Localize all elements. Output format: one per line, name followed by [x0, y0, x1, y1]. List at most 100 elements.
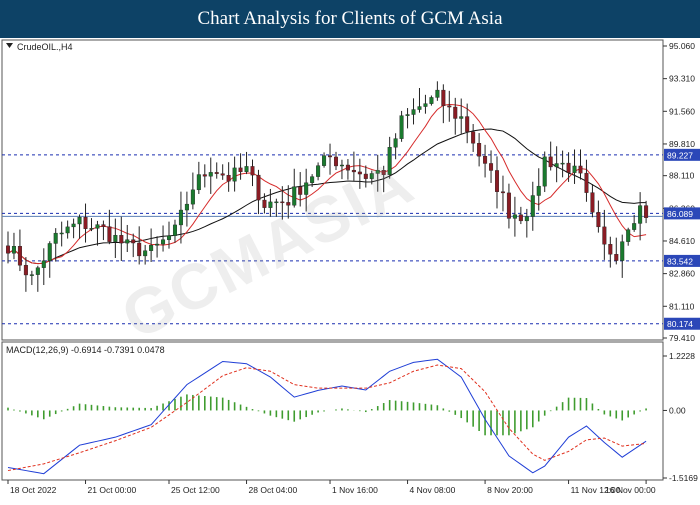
- candle-body: [131, 239, 136, 244]
- candle-body: [17, 246, 22, 266]
- candle-body: [596, 212, 601, 228]
- time-tick-label: 18 Oct 2022: [10, 485, 57, 495]
- time-tick-label: 16 Nov 00:00: [605, 485, 656, 495]
- candle-body: [483, 156, 488, 164]
- slow-moving-average-line: [7, 128, 647, 265]
- price-tick-label: 89.810: [669, 139, 695, 149]
- price-tick-label: 93.310: [669, 74, 695, 84]
- price-tick-label: 82.860: [669, 269, 695, 279]
- candle-body: [506, 192, 511, 219]
- macd-lines: [7, 358, 647, 475]
- level-label: 86.089: [667, 209, 693, 219]
- candle-body: [190, 189, 195, 205]
- candle-body: [554, 163, 559, 168]
- candle-body: [387, 147, 392, 175]
- candle-body: [405, 114, 410, 116]
- candle-body: [262, 199, 267, 208]
- support-resistance-levels: 89.227 86.089 83.542 80.174: [2, 148, 700, 330]
- candlesticks: [5, 81, 649, 292]
- candle-body: [172, 224, 177, 236]
- level-label: 83.542: [667, 256, 693, 266]
- level-label-box: [664, 207, 700, 220]
- candle-body: [447, 105, 452, 108]
- macd-label: MACD(12,26,9) -0.6914 -0.7391 0.0478: [6, 345, 165, 355]
- candle-body: [465, 116, 470, 132]
- candle-body: [310, 176, 315, 183]
- chart-title: Chart Analysis for Clients of GCM Asia: [197, 8, 503, 29]
- time-tick-label: 11 Nov 12:00: [571, 485, 621, 495]
- candle-body: [441, 89, 446, 106]
- candle-body: [578, 165, 583, 174]
- candle-body: [548, 156, 553, 168]
- candle-body: [107, 226, 112, 242]
- candle-body: [632, 223, 637, 230]
- candle-body: [614, 254, 619, 261]
- candle-body: [572, 165, 577, 173]
- candle-body: [584, 172, 589, 193]
- candle-body: [232, 167, 237, 182]
- candle-body: [65, 226, 70, 234]
- candle-body: [429, 97, 434, 104]
- candle-body: [328, 155, 333, 158]
- candle-body: [542, 156, 547, 187]
- candle-body: [71, 223, 76, 228]
- symbol-label: CrudeOIL.,H4: [17, 42, 73, 52]
- level-label: 89.227: [667, 150, 693, 160]
- candle-body: [453, 106, 458, 119]
- candle-body: [351, 169, 356, 173]
- candle-body: [512, 214, 517, 219]
- candle-body: [333, 156, 338, 167]
- macd-signal-line: [7, 364, 647, 472]
- candle-body: [41, 260, 46, 268]
- time-tick-label: 4 Nov 08:00: [410, 485, 456, 495]
- candle-body: [638, 205, 643, 224]
- candle-body: [280, 201, 285, 204]
- chart-frame: 95.06093.31091.56089.81088.11086.36084.6…: [0, 38, 700, 500]
- candle-body: [149, 245, 154, 251]
- candle-body: [423, 103, 428, 107]
- macd-tick-label: 1.2228: [669, 351, 695, 361]
- time-tick-label: 1 Nov 16:00: [332, 485, 378, 495]
- candle-body: [644, 205, 649, 218]
- candle-body: [626, 229, 631, 242]
- candle-body: [304, 182, 309, 195]
- chart-title-banner: Chart Analysis for Clients of GCM Asia: [0, 0, 700, 38]
- candle-body: [244, 166, 249, 172]
- candle-body: [95, 224, 100, 229]
- candle-body: [83, 216, 88, 229]
- candle-body: [345, 164, 350, 171]
- candle-body: [489, 163, 494, 171]
- candle-body: [143, 250, 148, 257]
- candle-body: [286, 202, 291, 206]
- candle-body: [35, 267, 40, 275]
- candle-body: [11, 246, 16, 254]
- candle-body: [590, 192, 595, 213]
- candle-body: [47, 243, 52, 262]
- candle-body: [530, 195, 535, 217]
- candle-body: [620, 241, 625, 261]
- candle-body: [89, 228, 94, 230]
- candle-body: [184, 203, 189, 211]
- time-tick-label: 8 Nov 20:00: [487, 485, 533, 495]
- candle-body: [292, 186, 297, 206]
- candle-body: [53, 232, 58, 244]
- candle-body: [536, 185, 541, 196]
- level-label-box: [664, 254, 700, 267]
- candle-body: [137, 242, 142, 257]
- candle-body: [256, 174, 261, 201]
- candle-body: [178, 209, 183, 226]
- price-tick-label: 88.110: [669, 171, 695, 181]
- candle-body: [226, 174, 231, 182]
- candle-body: [417, 106, 422, 110]
- macd-axis: 1.2228 0.00 -1.5169: [663, 351, 698, 483]
- candle-body: [155, 243, 160, 246]
- candle-body: [220, 173, 225, 176]
- candle-body: [29, 274, 34, 276]
- candle-body: [214, 172, 219, 174]
- dropdown-triangle-icon[interactable]: [6, 43, 13, 48]
- candle-body: [560, 162, 565, 165]
- candle-body: [77, 216, 82, 225]
- candle-body: [500, 191, 505, 194]
- price-tick-label: 79.410: [669, 333, 695, 343]
- candle-body: [399, 115, 404, 139]
